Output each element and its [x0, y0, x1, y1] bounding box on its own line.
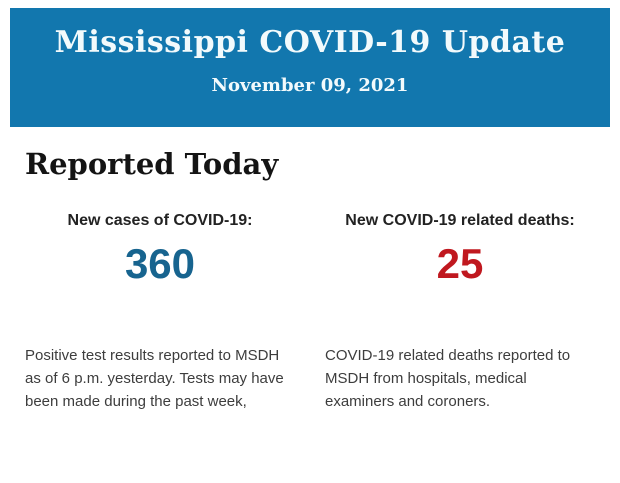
- header-banner: Mississippi COVID-19 Update November 09,…: [10, 8, 610, 127]
- page-title: Mississippi COVID-19 Update: [54, 25, 566, 60]
- section-heading: Reported Today: [25, 147, 279, 181]
- new-deaths-value: 25: [436, 240, 484, 287]
- new-cases-description: Positive test results reported to MSDH a…: [25, 347, 284, 410]
- stat-new-cases: New cases of COVID-19: 360 Positive test…: [25, 211, 295, 413]
- new-deaths-label: New COVID-19 related deaths:: [345, 212, 575, 229]
- stats-row: New cases of COVID-19: 360 Positive test…: [0, 211, 620, 413]
- new-deaths-description: COVID-19 related deaths reported to MSDH…: [325, 347, 571, 410]
- report-date: November 09, 2021: [211, 75, 409, 96]
- stat-new-deaths: New COVID-19 related deaths: 25 COVID-19…: [325, 211, 595, 413]
- new-cases-value: 360: [124, 240, 196, 287]
- new-cases-label: New cases of COVID-19:: [67, 212, 253, 229]
